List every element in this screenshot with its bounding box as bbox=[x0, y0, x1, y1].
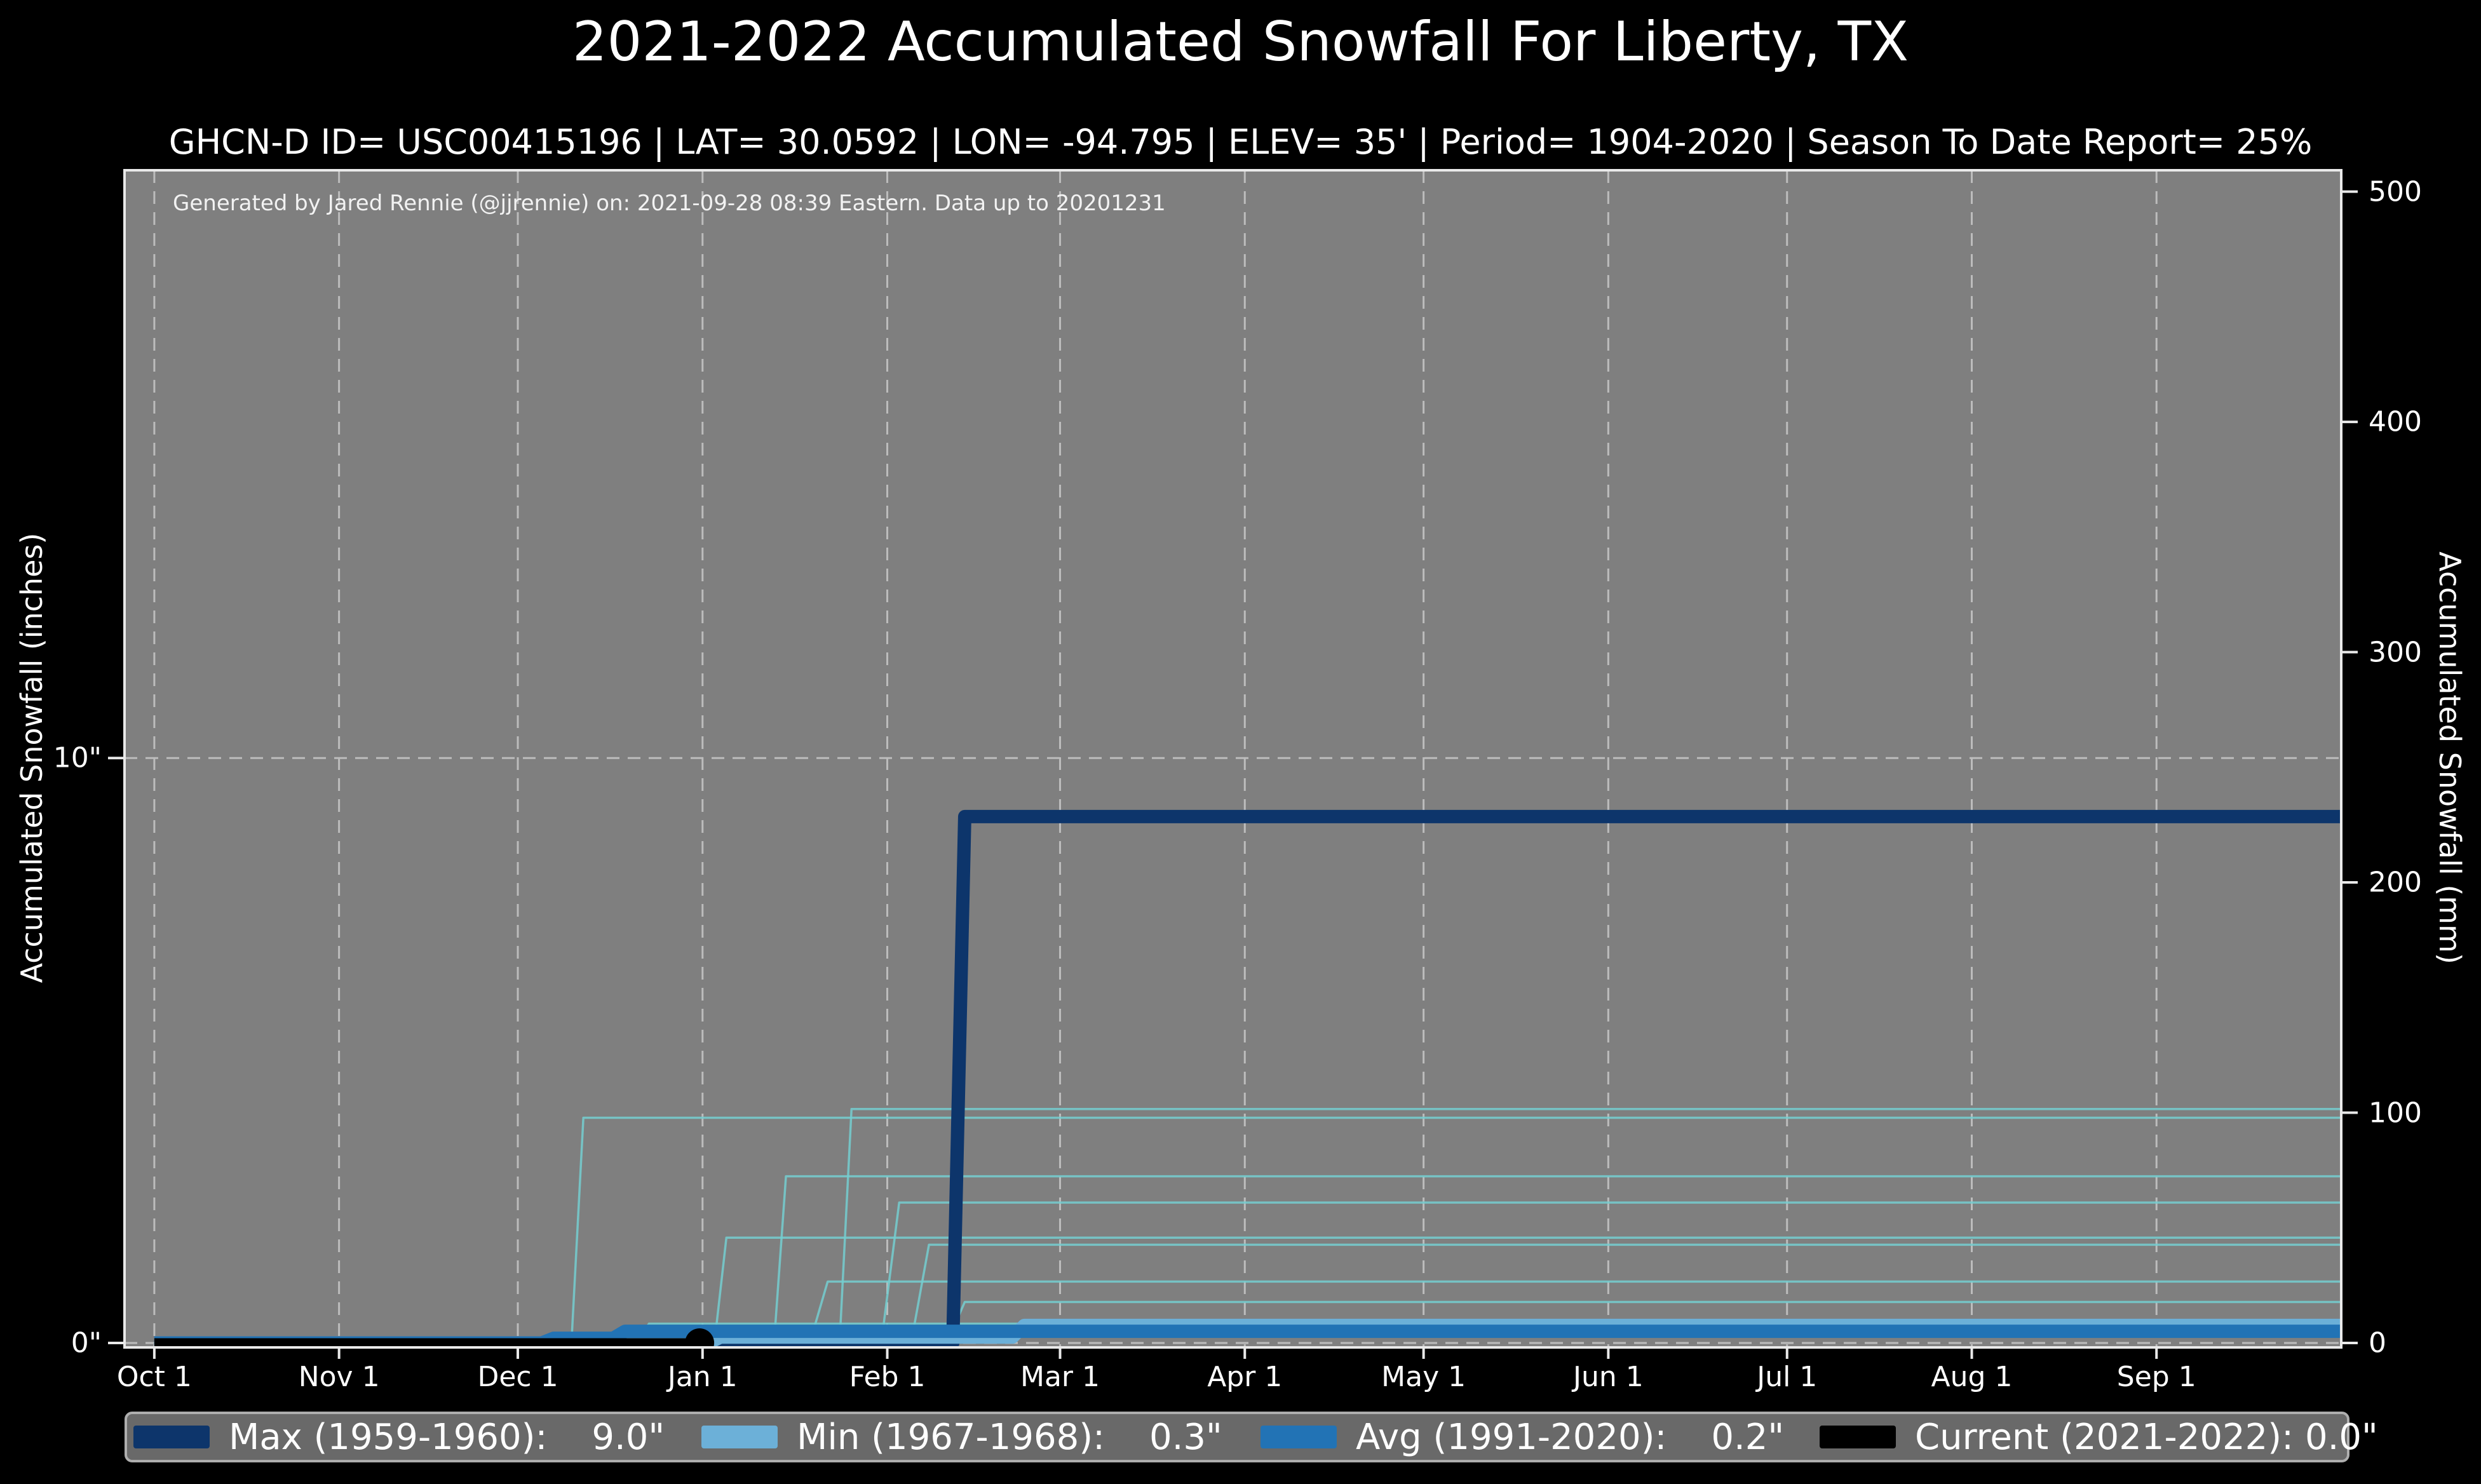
x-tick-label-nov: Nov 1 bbox=[298, 1361, 380, 1393]
x-tick-label-mar: Mar 1 bbox=[1020, 1361, 1100, 1393]
legend-swatch-avg bbox=[1261, 1426, 1337, 1448]
legend-label: Avg (1991-2020): bbox=[1356, 1416, 1667, 1458]
legend-entry-avg: Avg (1991-2020): 0.2" bbox=[1261, 1414, 1784, 1460]
chart-title: 2021-2022 Accumulated Snowfall For Liber… bbox=[572, 10, 1909, 74]
x-tick-label-aug: Aug 1 bbox=[1931, 1361, 2013, 1393]
y-tick-label-300mm: 300 bbox=[2369, 636, 2422, 669]
legend-entry-min: Min (1967-1968): 0.3" bbox=[701, 1414, 1222, 1460]
y-tick-label-0mm: 0 bbox=[2369, 1326, 2386, 1359]
legend-value: 0.0" bbox=[2304, 1416, 2378, 1458]
legend-entry-current: Current (2021-2022): 0.0" bbox=[1820, 1414, 2378, 1460]
y-tick-label-10in: 10" bbox=[53, 741, 102, 774]
y-axis-label-inches: Accumulated Snowfall (inches) bbox=[15, 532, 49, 983]
legend-label: Min (1967-1968): bbox=[797, 1416, 1105, 1458]
legend-value: 0.3" bbox=[1149, 1416, 1222, 1458]
legend-value: 9.0" bbox=[592, 1416, 665, 1458]
annotation-credit: Generated by Jared Rennie (@jjrennie) on… bbox=[173, 191, 1166, 216]
legend-value: 0.2" bbox=[1711, 1416, 1785, 1458]
legend-label: Current (2021-2022): bbox=[1915, 1416, 2294, 1458]
y-tick-label-100mm: 100 bbox=[2369, 1096, 2422, 1130]
legend: Max (1959-1960): 9.0" Min (1967-1968): 0… bbox=[125, 1412, 2378, 1462]
legend-swatch-current bbox=[1820, 1426, 1896, 1448]
x-tick-label-jan: Jan 1 bbox=[667, 1361, 738, 1393]
y-tick-label-500mm: 500 bbox=[2369, 175, 2422, 208]
x-tick-label-feb: Feb 1 bbox=[849, 1361, 926, 1393]
x-tick-label-apr: Apr 1 bbox=[1207, 1361, 1283, 1393]
y-axis-label-mm: Accumulated Snowfall (mm) bbox=[2433, 551, 2467, 964]
x-tick-label-may: May 1 bbox=[1381, 1361, 1466, 1393]
y-tick-label-400mm: 400 bbox=[2369, 405, 2422, 438]
x-tick-label-sep: Sep 1 bbox=[2116, 1361, 2196, 1393]
chart-subtitle: GHCN-D ID= USC00415196 | LAT= 30.0592 | … bbox=[168, 122, 2313, 162]
y-tick-label-0in: 0" bbox=[71, 1326, 102, 1359]
legend-swatch-max bbox=[133, 1426, 210, 1448]
x-tick-label-jun: Jun 1 bbox=[1573, 1361, 1644, 1393]
legend-entry-max: Max (1959-1960): 9.0" bbox=[133, 1414, 665, 1460]
x-tick-label-jul: Jul 1 bbox=[1757, 1361, 1818, 1393]
legend-label: Max (1959-1960): bbox=[229, 1416, 548, 1458]
legend-swatch-min bbox=[701, 1426, 778, 1448]
x-tick-label-oct: Oct 1 bbox=[116, 1361, 192, 1393]
x-tick-label-dec: Dec 1 bbox=[477, 1361, 558, 1393]
y-tick-label-200mm: 200 bbox=[2369, 866, 2422, 899]
